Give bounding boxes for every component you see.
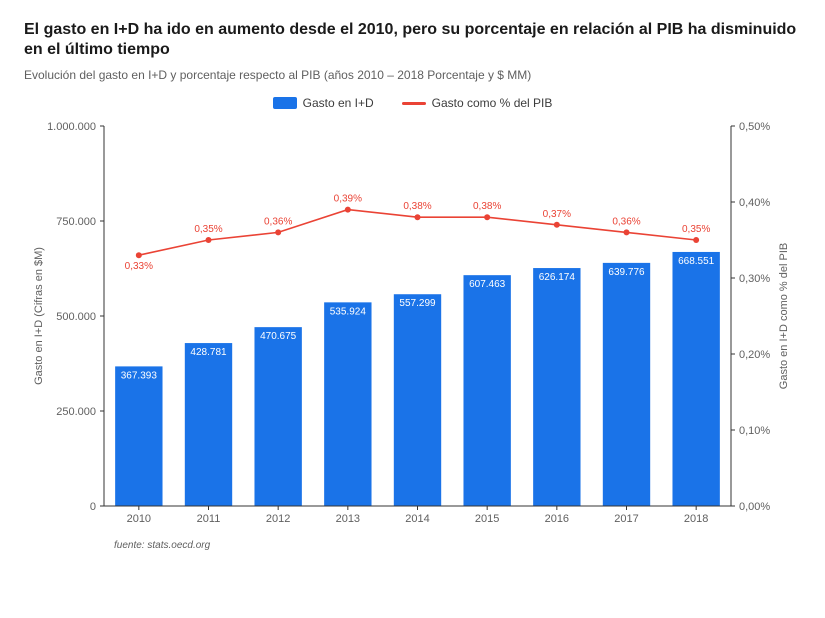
svg-text:0,35%: 0,35% <box>682 224 710 235</box>
svg-text:2011: 2011 <box>197 513 221 525</box>
svg-text:428.781: 428.781 <box>190 347 227 358</box>
chart-title: El gasto en I+D ha ido en aumento desde … <box>24 20 801 60</box>
legend-item-bars: Gasto en I+D <box>273 96 374 110</box>
svg-text:367.393: 367.393 <box>121 370 158 381</box>
svg-text:500.000: 500.000 <box>56 311 96 323</box>
svg-text:668.551: 668.551 <box>678 256 715 267</box>
legend-item-line: Gasto como % del PIB <box>402 96 553 110</box>
legend-label-bars: Gasto en I+D <box>303 96 374 110</box>
svg-text:0,00%: 0,00% <box>739 501 770 513</box>
legend: Gasto en I+D Gasto como % del PIB <box>24 96 801 110</box>
svg-text:626.174: 626.174 <box>539 272 576 283</box>
source-text: fuente: stats.oecd.org <box>114 540 801 551</box>
svg-text:0,33%: 0,33% <box>125 261 153 272</box>
svg-text:0,10%: 0,10% <box>739 425 770 437</box>
svg-text:2013: 2013 <box>336 513 360 525</box>
svg-text:639.776: 639.776 <box>608 267 645 278</box>
chart-svg: 0 250.000 500.000 750.000 1.000.000 0,00% 0,10… <box>24 116 801 536</box>
svg-text:0,36%: 0,36% <box>264 216 292 227</box>
svg-text:0,20%: 0,20% <box>739 349 770 361</box>
svg-text:0,50%: 0,50% <box>739 121 770 133</box>
svg-text:250.000: 250.000 <box>56 406 96 418</box>
svg-text:Gasto en I+D (Cifras en $M): Gasto en I+D (Cifras en $M) <box>33 247 45 385</box>
svg-text:0,38%: 0,38% <box>403 201 431 212</box>
svg-text:0,38%: 0,38% <box>473 201 501 212</box>
svg-text:607.463: 607.463 <box>469 279 506 290</box>
svg-text:0,37%: 0,37% <box>543 209 571 220</box>
svg-text:2010: 2010 <box>127 513 151 525</box>
svg-text:2018: 2018 <box>684 513 708 525</box>
svg-text:0,30%: 0,30% <box>739 273 770 285</box>
svg-text:750.000: 750.000 <box>56 216 96 228</box>
svg-text:0: 0 <box>90 501 96 513</box>
svg-text:Gasto en I+D como % del PIB: Gasto en I+D como % del PIB <box>778 243 790 389</box>
svg-text:557.299: 557.299 <box>399 298 436 309</box>
svg-text:2012: 2012 <box>266 513 290 525</box>
svg-text:2017: 2017 <box>614 513 638 525</box>
line-swatch-icon <box>402 102 426 105</box>
svg-text:0,35%: 0,35% <box>194 224 222 235</box>
chart-subtitle: Evolución del gasto en I+D y porcentaje … <box>24 68 801 82</box>
bar-swatch-icon <box>273 97 297 109</box>
svg-text:2015: 2015 <box>475 513 499 525</box>
svg-text:470.675: 470.675 <box>260 331 297 342</box>
svg-text:1.000.000: 1.000.000 <box>47 121 96 133</box>
chart-area: 0 250.000 500.000 750.000 1.000.000 0,00% 0,10… <box>24 116 801 536</box>
svg-text:0,36%: 0,36% <box>612 216 640 227</box>
svg-text:0,39%: 0,39% <box>334 194 362 205</box>
svg-text:0,40%: 0,40% <box>739 197 770 209</box>
svg-text:2014: 2014 <box>405 513 429 525</box>
svg-text:535.924: 535.924 <box>330 306 367 317</box>
legend-label-line: Gasto como % del PIB <box>432 96 553 110</box>
svg-text:2016: 2016 <box>545 513 569 525</box>
